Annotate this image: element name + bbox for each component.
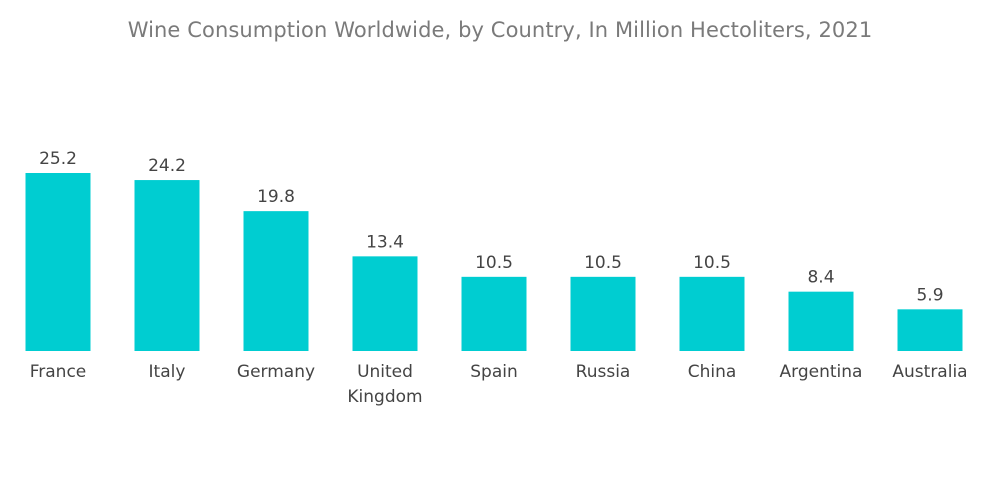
bar-united-kingdom bbox=[352, 256, 418, 351]
value-label: 10.5 bbox=[584, 253, 622, 273]
bar-china bbox=[679, 276, 745, 351]
x-tick-label: Germany bbox=[237, 362, 315, 382]
x-tick-label-line: China bbox=[688, 362, 737, 382]
x-tick-label: France bbox=[30, 362, 87, 382]
x-tick-label: Russia bbox=[576, 362, 631, 382]
bar-italy bbox=[134, 180, 200, 351]
x-tick-label: Australia bbox=[892, 362, 967, 382]
x-tick-label-line: Italy bbox=[149, 362, 186, 382]
x-tick-label: China bbox=[688, 362, 737, 382]
x-tick-label-line: Argentina bbox=[780, 362, 863, 382]
value-label: 24.2 bbox=[148, 156, 186, 176]
value-label: 19.8 bbox=[257, 187, 295, 207]
chart-title: Wine Consumption Worldwide, by Country, … bbox=[127, 18, 873, 42]
bar-australia bbox=[897, 309, 963, 351]
value-labels-group: 25.2 24.2 19.8 13.4 10.5 10.5 10.5 8.4 5.9 bbox=[39, 149, 943, 305]
bar-france bbox=[25, 173, 91, 351]
x-tick-label-line: Spain bbox=[470, 362, 518, 382]
bar-spain bbox=[461, 276, 527, 351]
value-label: 25.2 bbox=[39, 149, 77, 169]
x-tick-label-line: Germany bbox=[237, 362, 315, 382]
value-label: 10.5 bbox=[475, 253, 513, 273]
x-tick-label-line: Kingdom bbox=[347, 387, 422, 407]
x-tick-label-line: Australia bbox=[892, 362, 967, 382]
bar-russia bbox=[570, 276, 636, 351]
value-label: 10.5 bbox=[693, 253, 731, 273]
x-tick-label: United Kingdom bbox=[347, 362, 422, 407]
x-tick-label: Argentina bbox=[780, 362, 863, 382]
x-tick-label-line: United bbox=[357, 362, 413, 382]
bars-group bbox=[25, 173, 963, 351]
x-tick-label-line: Russia bbox=[576, 362, 631, 382]
bar-germany bbox=[243, 211, 309, 351]
value-label: 13.4 bbox=[366, 232, 404, 252]
value-label: 8.4 bbox=[807, 268, 834, 288]
x-tick-label-line: France bbox=[30, 362, 87, 382]
x-tick-label: Spain bbox=[470, 362, 518, 382]
value-label: 5.9 bbox=[916, 285, 943, 305]
x-tick-label: Italy bbox=[149, 362, 186, 382]
x-tick-labels-group: France Italy Germany United Kingdom Spain Russ… bbox=[30, 362, 968, 407]
bar-argentina bbox=[788, 291, 854, 351]
